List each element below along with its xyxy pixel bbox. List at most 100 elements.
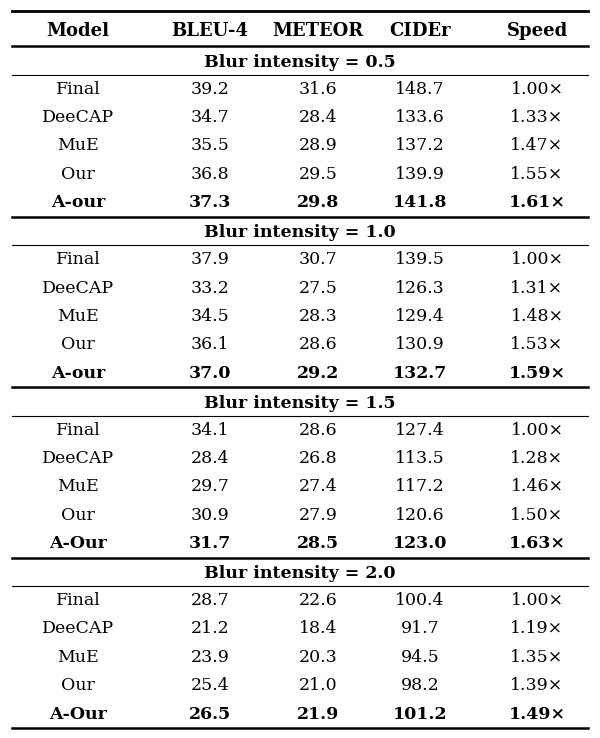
Text: 1.00×: 1.00× — [511, 592, 563, 609]
Text: 148.7: 148.7 — [395, 80, 445, 97]
Text: 133.6: 133.6 — [395, 109, 445, 126]
Text: 30.7: 30.7 — [299, 251, 337, 268]
Text: 1.59×: 1.59× — [509, 365, 566, 382]
Text: 34.7: 34.7 — [191, 109, 229, 126]
Text: 141.8: 141.8 — [393, 194, 447, 211]
Text: 1.33×: 1.33× — [511, 109, 563, 126]
Text: 28.4: 28.4 — [191, 450, 229, 467]
Text: 129.4: 129.4 — [395, 308, 445, 325]
Text: Blur intensity = 2.0: Blur intensity = 2.0 — [204, 565, 396, 582]
Text: A-Our: A-Our — [49, 706, 107, 723]
Text: 1.61×: 1.61× — [509, 194, 565, 211]
Text: 28.9: 28.9 — [299, 137, 337, 154]
Text: 21.9: 21.9 — [297, 706, 339, 723]
Text: 28.5: 28.5 — [297, 535, 339, 552]
Text: 1.39×: 1.39× — [511, 677, 563, 694]
Text: DeeCAP: DeeCAP — [42, 109, 114, 126]
Text: 29.2: 29.2 — [297, 365, 339, 382]
Text: Our: Our — [61, 337, 95, 354]
Text: 23.9: 23.9 — [191, 649, 229, 666]
Text: 27.4: 27.4 — [299, 478, 337, 495]
Text: 18.4: 18.4 — [299, 621, 337, 638]
Text: 28.7: 28.7 — [191, 592, 229, 609]
Text: 139.9: 139.9 — [395, 166, 445, 183]
Text: Final: Final — [56, 251, 100, 268]
Text: 22.6: 22.6 — [299, 592, 337, 609]
Text: 1.28×: 1.28× — [511, 450, 563, 467]
Text: Blur intensity = 1.0: Blur intensity = 1.0 — [204, 224, 396, 241]
Text: Speed: Speed — [506, 21, 568, 40]
Text: 1.63×: 1.63× — [509, 535, 565, 552]
Text: 33.2: 33.2 — [191, 280, 229, 297]
Text: 1.31×: 1.31× — [511, 280, 563, 297]
Text: A-Our: A-Our — [49, 535, 107, 552]
Text: 1.48×: 1.48× — [511, 308, 563, 325]
Text: 1.50×: 1.50× — [511, 507, 563, 524]
Text: 35.5: 35.5 — [191, 137, 229, 154]
Text: 100.4: 100.4 — [395, 592, 445, 609]
Text: 28.4: 28.4 — [299, 109, 337, 126]
Text: 36.8: 36.8 — [191, 166, 229, 183]
Text: Our: Our — [61, 507, 95, 524]
Text: MuE: MuE — [57, 478, 99, 495]
Text: 25.4: 25.4 — [191, 677, 229, 694]
Text: 139.5: 139.5 — [395, 251, 445, 268]
Text: 34.5: 34.5 — [191, 308, 229, 325]
Text: 37.9: 37.9 — [191, 251, 229, 268]
Text: Blur intensity = 1.5: Blur intensity = 1.5 — [204, 395, 396, 412]
Text: 21.0: 21.0 — [299, 677, 337, 694]
Text: 21.2: 21.2 — [191, 621, 229, 638]
Text: 31.6: 31.6 — [299, 80, 337, 97]
Text: MuE: MuE — [57, 649, 99, 666]
Text: 126.3: 126.3 — [395, 280, 445, 297]
Text: Blur intensity = 0.5: Blur intensity = 0.5 — [204, 54, 396, 71]
Text: 91.7: 91.7 — [401, 621, 439, 638]
Text: 31.7: 31.7 — [189, 535, 231, 552]
Text: 29.7: 29.7 — [191, 478, 229, 495]
Text: DeeCAP: DeeCAP — [42, 621, 114, 638]
Text: DeeCAP: DeeCAP — [42, 450, 114, 467]
Text: 132.7: 132.7 — [393, 365, 447, 382]
Text: 137.2: 137.2 — [395, 137, 445, 154]
Text: 36.1: 36.1 — [191, 337, 229, 354]
Text: 28.6: 28.6 — [299, 421, 337, 438]
Text: 20.3: 20.3 — [299, 649, 337, 666]
Text: Our: Our — [61, 677, 95, 694]
Text: 1.55×: 1.55× — [511, 166, 563, 183]
Text: MuE: MuE — [57, 137, 99, 154]
Text: 101.2: 101.2 — [393, 706, 447, 723]
Text: 27.9: 27.9 — [299, 507, 337, 524]
Text: 39.2: 39.2 — [191, 80, 229, 97]
Text: 1.35×: 1.35× — [511, 649, 563, 666]
Text: Final: Final — [56, 80, 100, 97]
Text: 1.49×: 1.49× — [509, 706, 566, 723]
Text: A-our: A-our — [51, 365, 105, 382]
Text: 1.00×: 1.00× — [511, 251, 563, 268]
Text: 26.5: 26.5 — [189, 706, 231, 723]
Text: DeeCAP: DeeCAP — [42, 280, 114, 297]
Text: 27.5: 27.5 — [299, 280, 337, 297]
Text: 34.1: 34.1 — [191, 421, 229, 438]
Text: 1.19×: 1.19× — [511, 621, 563, 638]
Text: Final: Final — [56, 592, 100, 609]
Text: 28.6: 28.6 — [299, 337, 337, 354]
Text: 29.5: 29.5 — [299, 166, 337, 183]
Text: 1.47×: 1.47× — [511, 137, 563, 154]
Text: 120.6: 120.6 — [395, 507, 445, 524]
Text: 1.00×: 1.00× — [511, 80, 563, 97]
Text: 28.3: 28.3 — [299, 308, 337, 325]
Text: 94.5: 94.5 — [401, 649, 439, 666]
Text: 1.00×: 1.00× — [511, 421, 563, 438]
Text: 127.4: 127.4 — [395, 421, 445, 438]
Text: METEOR: METEOR — [272, 21, 364, 40]
Text: 113.5: 113.5 — [395, 450, 445, 467]
Text: 117.2: 117.2 — [395, 478, 445, 495]
Text: A-our: A-our — [51, 194, 105, 211]
Text: 1.46×: 1.46× — [511, 478, 563, 495]
Text: Model: Model — [47, 21, 110, 40]
Text: BLEU-4: BLEU-4 — [172, 21, 248, 40]
Text: 130.9: 130.9 — [395, 337, 445, 354]
Text: 37.3: 37.3 — [189, 194, 231, 211]
Text: Our: Our — [61, 166, 95, 183]
Text: 98.2: 98.2 — [401, 677, 439, 694]
